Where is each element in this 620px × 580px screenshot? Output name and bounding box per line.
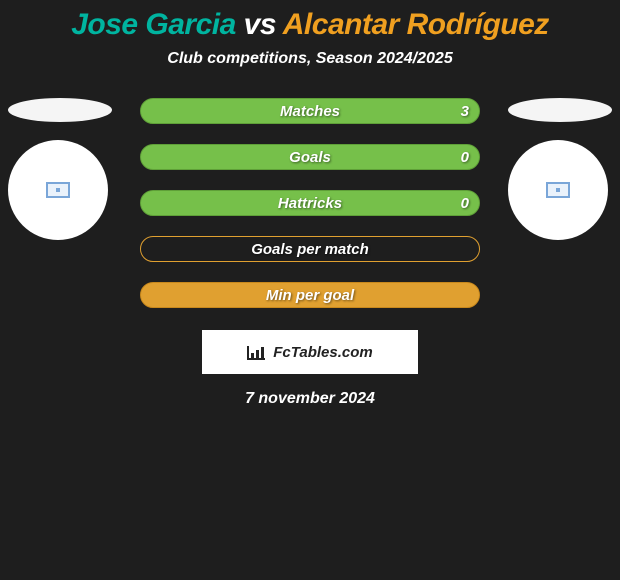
stat-bar-value-right: 3: [461, 103, 469, 120]
stat-bar-label: Goals: [289, 149, 331, 166]
stat-bar-label: Matches: [280, 103, 340, 120]
stat-bar: Matches 3: [140, 98, 480, 124]
stat-bar-value-right: 0: [461, 149, 469, 166]
title-player2: Alcantar Rodríguez: [283, 8, 549, 41]
title-player1: Jose Garcia: [71, 8, 236, 41]
player2-flag-placeholder-icon: [546, 182, 570, 198]
player2-side: [508, 98, 612, 240]
attribution-logo: FcTables.com: [247, 344, 372, 361]
stat-bar-value-right: 0: [461, 195, 469, 212]
stat-bar-label: Hattricks: [278, 195, 342, 212]
title-vs: vs: [244, 8, 276, 41]
stat-bar-label: Goals per match: [251, 241, 369, 258]
stat-bar: Hattricks 0: [140, 190, 480, 216]
stat-bar: Min per goal: [140, 282, 480, 308]
player2-name-ellipse: [508, 98, 612, 122]
stats-bars: Matches 3 Goals 0 Hattricks 0 Goals per match M…: [140, 98, 480, 308]
page-title: Jose Garcia vs Alcantar Rodríguez: [0, 0, 620, 42]
player1-side: [8, 98, 112, 240]
subtitle: Club competitions, Season 2024/2025: [0, 50, 620, 68]
stat-bar-label: Min per goal: [266, 287, 354, 304]
date-text: 7 november 2024: [0, 390, 620, 408]
stat-bar: Goals per match: [140, 236, 480, 262]
content-area: Matches 3 Goals 0 Hattricks 0 Goals per match M…: [0, 98, 620, 308]
player1-flag-placeholder-icon: [46, 182, 70, 198]
attribution-text: FcTables.com: [273, 344, 372, 361]
bar-chart-icon: [247, 344, 267, 360]
attribution: FcTables.com: [202, 330, 418, 374]
player1-avatar-circle: [8, 140, 108, 240]
player1-name-ellipse: [8, 98, 112, 122]
stat-bar: Goals 0: [140, 144, 480, 170]
player2-avatar-circle: [508, 140, 608, 240]
